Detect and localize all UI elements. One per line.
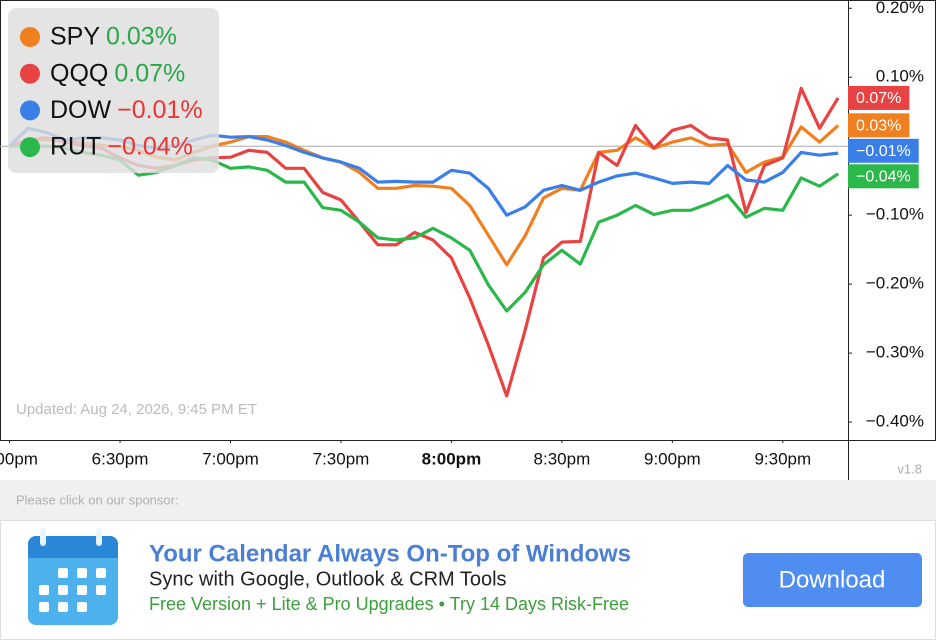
x-tick-label: 9:30pm (754, 449, 811, 468)
end-badge-label: −0.01% (856, 143, 911, 160)
legend-change: 0.07% (114, 59, 185, 87)
end-badge-label: 0.03% (856, 118, 901, 135)
ad-title: Your Calendar Always On-Top of Windows (149, 540, 631, 567)
legend-swatch (20, 63, 40, 84)
calendar-icon (28, 528, 118, 625)
end-badge (848, 138, 919, 163)
legend-name: QQQ (50, 59, 108, 87)
legend-swatch (20, 100, 40, 121)
y-tick-label: −0.10% (866, 205, 924, 224)
x-tick-label: 7:00pm (202, 449, 259, 468)
x-tick-label: 8:00pm (422, 449, 482, 468)
y-tick-label: −0.20% (866, 274, 924, 293)
end-badge (848, 113, 910, 138)
y-tick-label: 0.20% (876, 0, 924, 17)
legend-name: SPY (50, 23, 100, 51)
download-label: Download (779, 566, 886, 593)
end-badge (848, 164, 919, 189)
end-badge (848, 85, 910, 110)
x-tick-label: 6:30pm (92, 449, 149, 468)
y-tick-label: 0.10% (876, 67, 924, 86)
legend-box (8, 8, 219, 173)
legend-change: −0.01% (117, 96, 203, 124)
x-tick-label: 8:30pm (534, 449, 591, 468)
y-tick-label: −0.30% (866, 343, 924, 362)
sponsor-bar (0, 480, 936, 520)
legend-change: −0.04% (107, 133, 193, 161)
ad-subtitle: Sync with Google, Outlook & CRM Tools (149, 568, 507, 590)
x-tick-label: 7:30pm (313, 449, 370, 468)
y-tick-label: −0.40% (866, 412, 924, 431)
sponsor-prompt: Please click on our sponsor: (16, 492, 179, 507)
legend-name: DOW (50, 96, 112, 124)
end-badge-label: −0.04% (856, 169, 911, 186)
legend-name: RUT (50, 133, 101, 161)
x-tick-label: 6:00pm (0, 449, 38, 468)
updated: Updated: Aug 24, 2026, 9:45 PM ET (16, 401, 257, 418)
legend-change: 0.03% (106, 23, 177, 51)
x-tick-label: 9:00pm (644, 449, 701, 468)
ad-tagline: Free Version + Lite & Pro Upgrades • Try… (149, 594, 629, 614)
series-line (9, 144, 839, 313)
end-badge-label: 0.07% (856, 90, 901, 107)
version: v1.8 (897, 461, 922, 476)
download-button[interactable] (743, 553, 922, 607)
legend-swatch (20, 27, 40, 47)
legend-swatch (20, 137, 40, 158)
